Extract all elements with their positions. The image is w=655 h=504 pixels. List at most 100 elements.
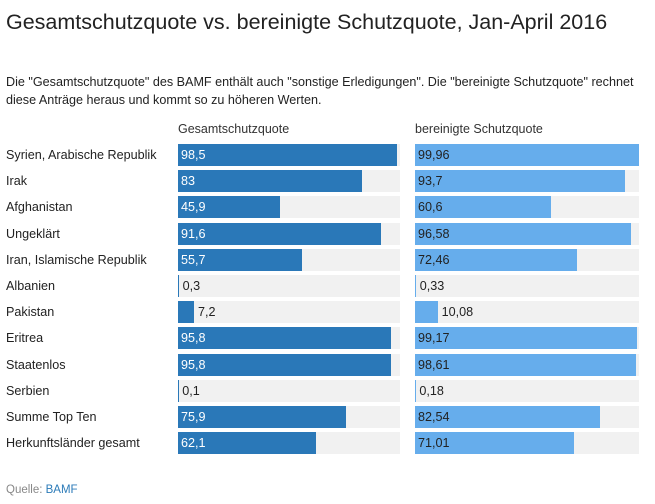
table-row: Afghanistan 45,9 60,6 — [0, 196, 655, 222]
bar-bereinigte-schutzquote — [415, 144, 639, 166]
bar-track-gesamtschutzquote: 95,8 — [178, 327, 400, 350]
data-label-gesamtschutzquote: 95,8 — [181, 331, 206, 346]
bar-track-gesamtschutzquote: 98,5 — [178, 144, 400, 166]
data-label-gesamtschutzquote: 62,1 — [181, 436, 206, 451]
bar-track-gesamtschutzquote: 7,2 — [178, 301, 400, 324]
bar-gesamtschutzquote — [178, 406, 347, 428]
bar-bereinigte-schutzquote — [415, 301, 438, 324]
data-label-gesamtschutzquote: 98,5 — [181, 148, 206, 162]
bar-track-gesamtschutzquote: 91,6 — [178, 222, 400, 245]
bar-bereinigte-schutzquote — [415, 275, 416, 297]
bar-track-bereinigte-schutzquote: 99,96 — [415, 144, 639, 166]
data-label-bereinigte-schutzquote: 0,33 — [419, 279, 445, 293]
column-header-gesamtschutzquote: Gesamtschutzquote — [178, 122, 290, 136]
category-label: Afghanistan — [6, 200, 73, 215]
data-label-bereinigte-schutzquote: 99,96 — [418, 148, 450, 162]
category-label: Ungeklärt — [6, 226, 60, 241]
table-row: Syrien, Arabische Republik 98,5 99,96 — [0, 144, 655, 170]
data-label-bereinigte-schutzquote: 82,54 — [418, 410, 450, 424]
column-header-bereinigte-schutzquote: bereinigte Schutzquote — [415, 122, 543, 136]
bar-gesamtschutzquote — [178, 144, 397, 166]
data-label-gesamtschutzquote: 95,8 — [181, 357, 206, 372]
bar-track-bereinigte-schutzquote: 0,33 — [415, 275, 639, 297]
table-row: Albanien 0,3 0,33 — [0, 275, 655, 301]
data-label-gesamtschutzquote: 0,1 — [182, 383, 200, 398]
bar-bereinigte-schutzquote — [415, 248, 578, 271]
table-row: Herkunftsländer gesamt 62,1 71,01 — [0, 432, 655, 458]
data-label-gesamtschutzquote: 55,7 — [181, 252, 206, 267]
data-label-bereinigte-schutzquote: 98,61 — [418, 357, 450, 372]
bar-bereinigte-schutzquote — [415, 432, 575, 455]
bar-bereinigte-schutzquote — [415, 406, 600, 428]
category-label: Summe Top Ten — [6, 410, 97, 424]
bar-track-bereinigte-schutzquote: 98,61 — [415, 353, 639, 376]
source-label: Quelle: — [6, 484, 43, 496]
chart-title: Gesamtschutzquote vs. bereinigte Schutzq… — [6, 10, 608, 34]
bar-track-gesamtschutzquote: 95,8 — [178, 353, 400, 376]
source-note: Quelle: BAMF — [6, 484, 78, 496]
bar-bereinigte-schutzquote — [415, 353, 636, 376]
bar-track-gesamtschutzquote: 75,9 — [178, 406, 400, 428]
table-row: Serbien 0,1 0,18 — [0, 379, 655, 406]
bar-track-gesamtschutzquote: 83 — [178, 170, 400, 193]
data-label-gesamtschutzquote: 45,9 — [181, 200, 206, 215]
bar-track-bereinigte-schutzquote: 72,46 — [415, 248, 639, 271]
category-label: Serbien — [6, 383, 50, 398]
data-label-bereinigte-schutzquote: 93,7 — [418, 174, 443, 189]
bar-gesamtschutzquote — [178, 353, 391, 376]
data-label-gesamtschutzquote: 75,9 — [181, 410, 206, 424]
bar-bereinigte-schutzquote — [415, 222, 632, 245]
category-label: Pakistan — [6, 305, 55, 320]
bar-baseline — [178, 379, 179, 402]
bar-track-bereinigte-schutzquote: 71,01 — [415, 432, 639, 455]
data-label-gesamtschutzquote: 83 — [181, 174, 196, 189]
source-link[interactable]: BAMF — [45, 484, 78, 496]
data-label-gesamtschutzquote: 91,6 — [181, 226, 206, 241]
table-row: Pakistan 7,2 10,08 — [0, 301, 655, 327]
category-label: Irak — [6, 174, 27, 189]
bar-track-gesamtschutzquote: 0,1 — [178, 379, 400, 402]
bar-baseline — [415, 379, 416, 402]
table-row: Eritrea 95,8 99,17 — [0, 327, 655, 353]
bar-gesamtschutzquote — [178, 222, 382, 245]
data-label-gesamtschutzquote: 7,2 — [197, 305, 216, 320]
table-row: Summe Top Ten 75,9 82,54 — [0, 406, 655, 432]
category-label: Syrien, Arabische Republik — [6, 148, 157, 162]
bar-track-gesamtschutzquote: 55,7 — [178, 248, 400, 271]
data-label-gesamtschutzquote: 0,3 — [182, 279, 201, 293]
data-label-bereinigte-schutzquote: 96,58 — [418, 226, 450, 241]
data-label-bereinigte-schutzquote: 10,08 — [441, 305, 474, 320]
bar-bereinigte-schutzquote — [415, 327, 638, 350]
chart-subtitle: Die "Gesamtschutzquote" des BAMF enthält… — [6, 75, 634, 107]
bar-gesamtschutzquote — [178, 170, 363, 193]
bar-track-bereinigte-schutzquote: 96,58 — [415, 222, 639, 245]
bar-track-gesamtschutzquote: 45,9 — [178, 196, 400, 219]
bar-bereinigte-schutzquote — [415, 196, 551, 219]
data-label-bereinigte-schutzquote: 0,18 — [419, 383, 444, 398]
category-label: Herkunftsländer gesamt — [6, 436, 140, 451]
bar-gesamtschutzquote — [178, 327, 391, 350]
bar-track-gesamtschutzquote: 62,1 — [178, 432, 400, 455]
bar-gesamtschutzquote — [178, 275, 179, 297]
bar-track-bereinigte-schutzquote: 82,54 — [415, 406, 639, 428]
bar-gesamtschutzquote — [178, 248, 302, 271]
table-row: Ungeklärt 91,6 96,58 — [0, 222, 655, 249]
category-label: Albanien — [6, 279, 56, 293]
table-row: Staatenlos 95,8 98,61 — [0, 353, 655, 380]
bar-track-bereinigte-schutzquote: 93,7 — [415, 170, 639, 193]
data-label-bereinigte-schutzquote: 99,17 — [418, 331, 450, 346]
data-label-bereinigte-schutzquote: 60,6 — [418, 200, 443, 215]
bar-track-gesamtschutzquote: 0,3 — [178, 275, 400, 297]
data-label-bereinigte-schutzquote: 72,46 — [418, 252, 450, 267]
bar-track-bereinigte-schutzquote: 0,18 — [415, 379, 639, 402]
data-label-bereinigte-schutzquote: 71,01 — [418, 436, 450, 451]
bar-track-bereinigte-schutzquote: 10,08 — [415, 301, 639, 324]
bar-gesamtschutzquote — [178, 432, 316, 455]
bar-track-bereinigte-schutzquote: 60,6 — [415, 196, 639, 219]
bar-bereinigte-schutzquote — [415, 170, 625, 193]
bar-track-bereinigte-schutzquote: 99,17 — [415, 327, 639, 350]
table-row: Iran, Islamische Republik 55,7 72,46 — [0, 248, 655, 275]
bar-gesamtschutzquote — [178, 301, 194, 324]
category-label: Iran, Islamische Republik — [6, 252, 147, 267]
